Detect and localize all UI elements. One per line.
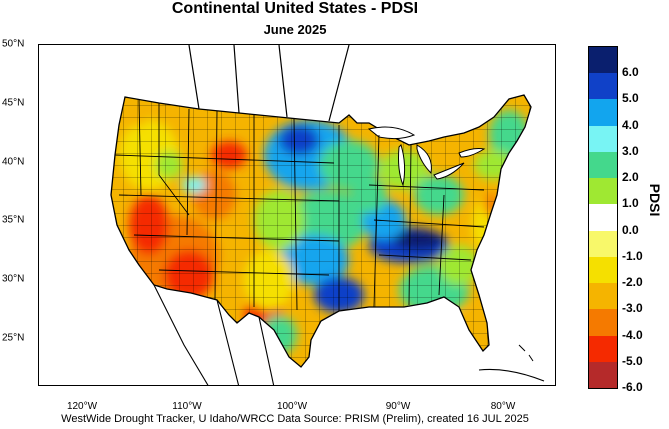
lat-label-45n: 45°N [2,97,25,109]
colorbar-label: -4.0 [622,327,643,342]
colorbar-cell [589,335,617,363]
lat-label-25n: 25°N [2,332,25,344]
lat-label-50n: 50°N [2,38,25,50]
colorbar-label: 4.0 [622,117,639,132]
colorbar-label: 1.0 [622,196,639,211]
colorbar-cell [589,99,617,127]
colorbar-cell [589,361,617,389]
colorbar-cell [589,151,617,179]
colorbar-label: -1.0 [622,248,643,263]
colorbar-label: 0.0 [622,222,639,237]
colorbar-cell [589,125,617,153]
lon-label-80w: 80°W [490,401,516,412]
colorbar-cell [589,73,617,100]
pdsi-map [110,45,545,385]
lon-label-120w: 120°W [66,401,98,412]
colorbar-label: 3.0 [622,143,639,158]
lat-label-30n: 30°N [2,273,25,285]
colorbar-cell [589,178,617,205]
colorbar-cell [589,47,617,74]
lat-label-40n: 40°N [2,156,25,168]
colorbar-label: -2.0 [622,275,643,290]
map-subtitle: June 2025 [263,22,327,37]
lon-label-110w: 110°W [172,401,202,412]
colorbar-label: -6.0 [622,380,643,394]
lon-label-90w: 90°W [385,401,411,412]
lat-label-35n: 35°N [2,214,25,226]
colorbar [588,46,618,389]
colorbar-label: 6.0 [622,65,639,80]
colorbar-label: 5.0 [622,91,639,106]
colorbar-label: -5.0 [622,353,643,368]
colorbar-cell [589,309,617,337]
map-title: Continental United States - PDSI [171,0,419,17]
colorbar-cell [589,230,617,258]
credit-line: WestWide Drought Tracker, U Idaho/WRCC D… [61,413,529,425]
map-frame [38,44,556,386]
colorbar-label: 2.0 [622,170,639,185]
lon-label-100w: 100°W [276,401,308,412]
colorbar-cell [589,283,617,310]
colorbar-cell [589,204,617,232]
colorbar-label: -3.0 [622,301,643,316]
colorbar-cell [589,256,617,284]
colorbar-title: PDSI [647,183,663,217]
